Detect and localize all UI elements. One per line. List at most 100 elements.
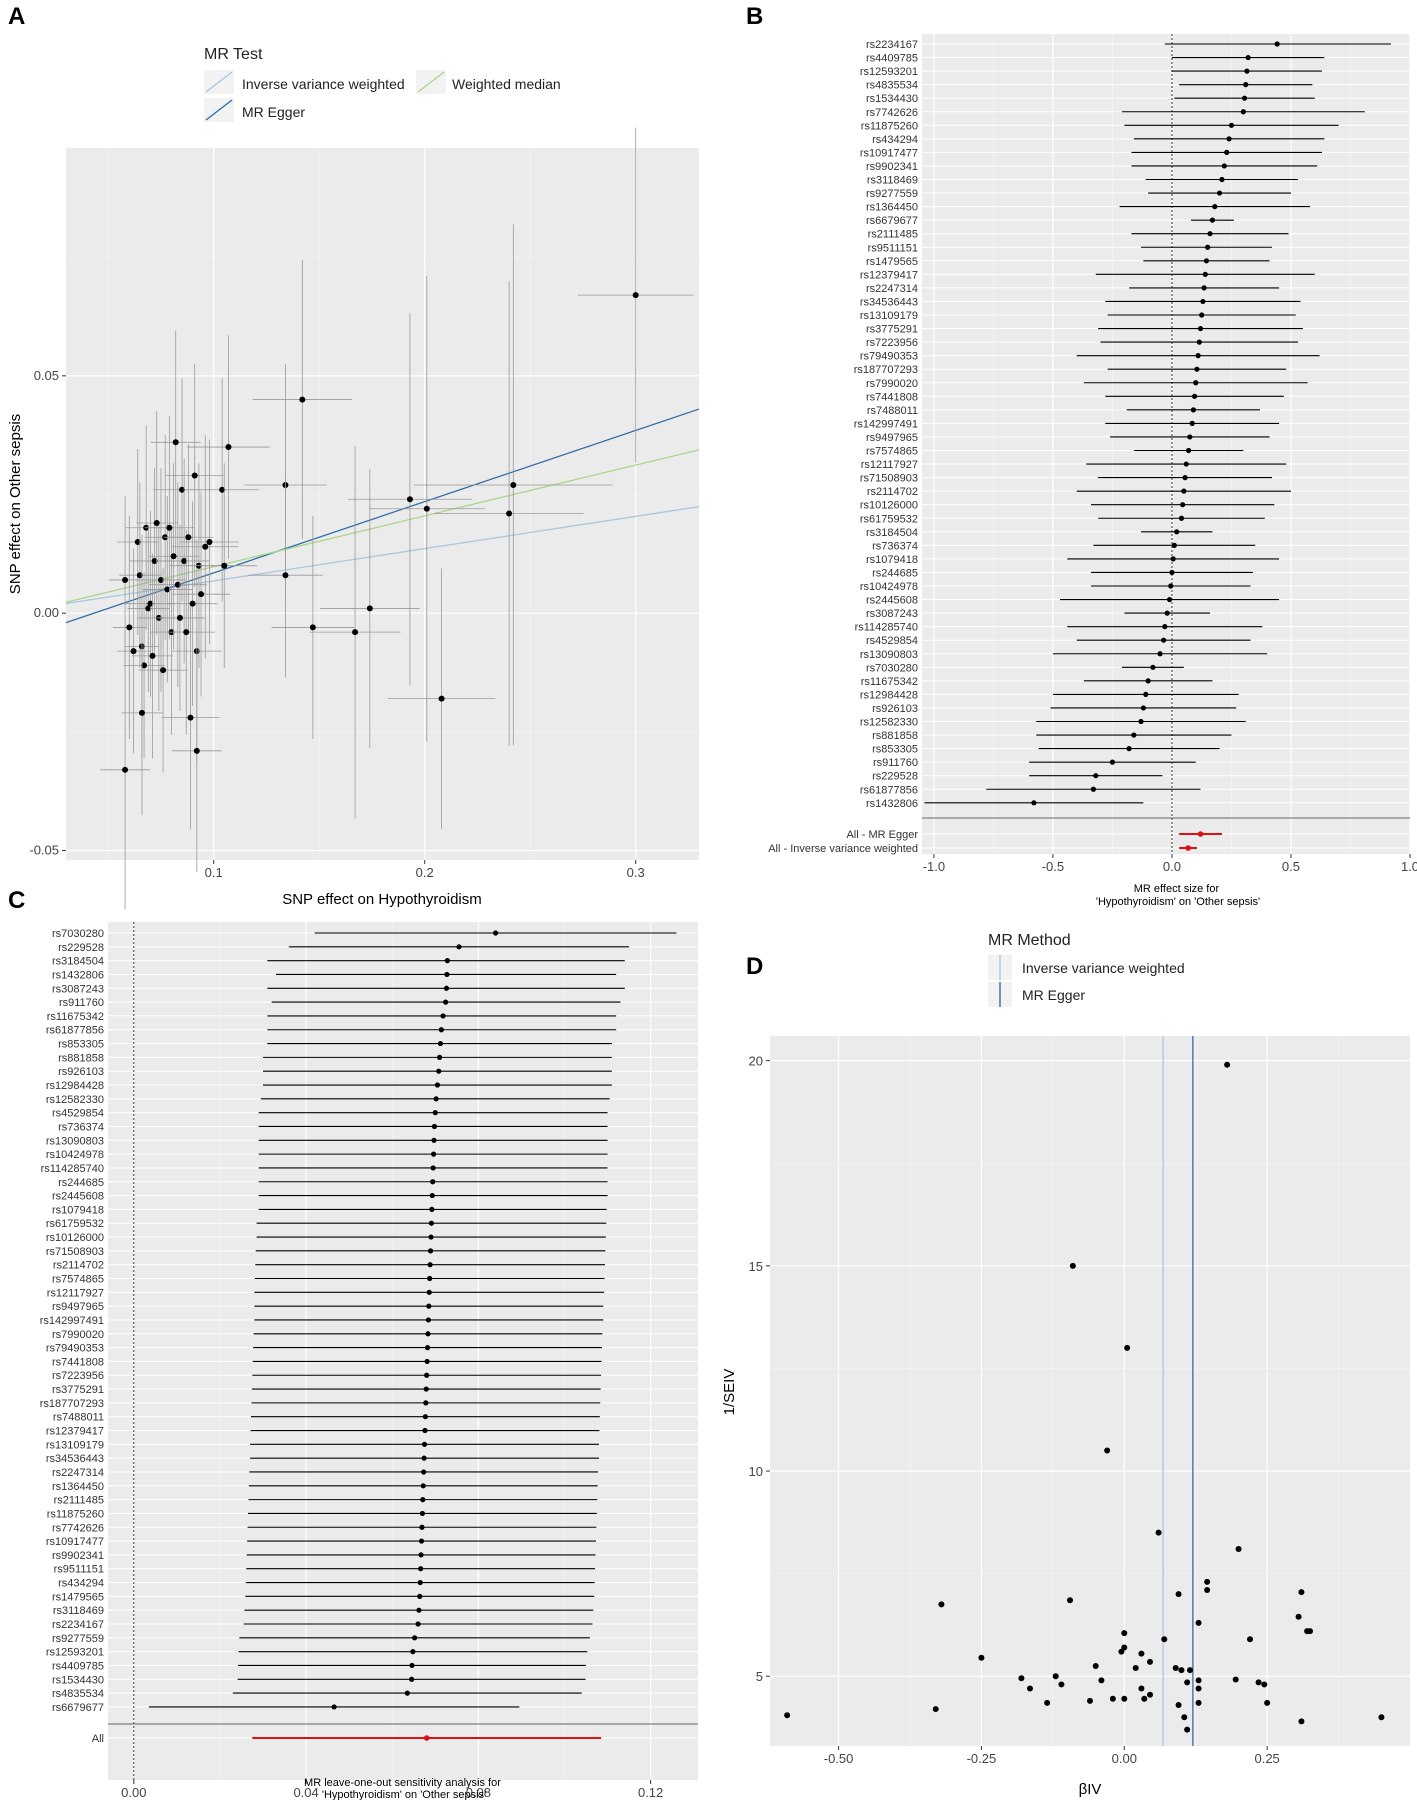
panel-c-x-axis-title-line: 'Hypothyroidism' on 'Other sepsis': [322, 1789, 486, 1800]
snp-label: rs3184504: [866, 527, 918, 539]
data-point: [1141, 1695, 1148, 1702]
data-point: [1195, 1685, 1202, 1692]
data-point: [309, 624, 316, 631]
data-point: [1147, 1658, 1153, 1665]
data-point: [193, 747, 200, 754]
data-point: [187, 714, 194, 721]
estimate-point: [418, 1566, 424, 1572]
snp-label: rs1534430: [52, 1674, 104, 1686]
data-point: [510, 482, 517, 489]
snp-label: rs9902341: [52, 1550, 104, 1562]
estimate-point: [1216, 190, 1223, 196]
estimate-point: [1131, 732, 1137, 738]
snp-label: rs2234167: [866, 39, 918, 51]
snp-label: rs2247314: [52, 1467, 104, 1479]
snp-label: rs61877856: [860, 784, 918, 796]
snp-label: rs12117927: [47, 1287, 104, 1299]
data-point: [784, 1712, 791, 1719]
data-point: [506, 510, 513, 517]
snp-label: rs7574865: [52, 1274, 104, 1286]
estimate-point: [1224, 149, 1230, 155]
panel-d-funnel: -0.50 -0.25 0.00 0.25 5 10 15 20 βIV 1/SEIV MR …: [721, 932, 1410, 1798]
estimate-point: [434, 1082, 441, 1088]
panel-a-scatter: 0.1 0.2 0.3 -0.05 0.00 0.05 SNP effect on Hyp…: [7, 46, 700, 910]
data-point: [1264, 1699, 1271, 1706]
data-point: [978, 1654, 985, 1661]
snp-label: rs71508903: [46, 1246, 104, 1258]
estimate-point: [424, 1345, 431, 1351]
data-point: [174, 581, 181, 588]
data-point: [1195, 1699, 1202, 1706]
estimate-point: [417, 1579, 423, 1586]
data-point: [282, 572, 289, 579]
estimate-point: [1169, 569, 1175, 576]
estimate-point: [424, 1372, 430, 1378]
panel-a-x-axis-title: SNP effect on Hypothyroidism: [282, 891, 482, 908]
snp-label: rs2247314: [866, 283, 918, 295]
data-point: [1255, 1679, 1262, 1686]
snp-label: rs61877856: [46, 1025, 104, 1037]
estimate-point: [1241, 95, 1248, 101]
summary-estimate-point: [1197, 831, 1204, 837]
data-point: [352, 629, 359, 636]
snp-label: rs9497965: [52, 1301, 104, 1313]
snp-label: rs9902341: [866, 161, 918, 173]
estimate-point: [1093, 773, 1099, 779]
snp-label: rs11675342: [861, 676, 918, 688]
data-point: [185, 534, 192, 541]
estimate-point: [1197, 325, 1204, 332]
snp-label: rs12593201: [860, 66, 918, 78]
estimate-point: [421, 1441, 428, 1447]
estimate-point: [425, 1331, 431, 1337]
data-point: [141, 662, 148, 669]
snp-label: rs3184504: [52, 956, 104, 968]
snp-label: rs3775291: [52, 1384, 104, 1396]
x-tick-label: 0.00: [1112, 1751, 1137, 1766]
data-point: [1178, 1667, 1185, 1674]
panel-d-legend-ivw: Inverse variance weighted: [1022, 960, 1185, 976]
snp-label: rs3118469: [53, 1605, 104, 1617]
data-point: [1124, 1344, 1131, 1351]
estimate-point: [1031, 800, 1037, 806]
panel-d-grid: [770, 1036, 1410, 1746]
data-point: [202, 543, 209, 550]
snp-label: rs1432806: [866, 798, 918, 810]
x-tick-label: 0.25: [1254, 1751, 1279, 1766]
snp-label: rs13109179: [46, 1439, 104, 1451]
snp-label: rs10424978: [860, 581, 918, 593]
estimate-point: [492, 930, 499, 936]
panel-a-ticks: 0.1 0.2 0.3 -0.05 0.00 0.05: [29, 368, 644, 880]
data-point: [198, 591, 205, 598]
estimate-point: [426, 1289, 432, 1295]
estimate-point: [1240, 109, 1246, 115]
estimate-point: [430, 1151, 437, 1157]
data-point: [219, 486, 226, 493]
snp-label: rs11875260: [861, 120, 918, 132]
snp-label: rs13090803: [860, 649, 918, 661]
estimate-point: [1171, 542, 1177, 548]
estimate-point: [1181, 488, 1187, 494]
snp-label: rs12117927: [861, 459, 918, 471]
snp-label: rs244685: [872, 567, 918, 579]
data-point: [130, 648, 137, 655]
data-point: [145, 605, 152, 612]
snp-label: rs114285740: [41, 1163, 104, 1175]
estimate-point: [1228, 122, 1235, 128]
data-point: [1181, 1714, 1188, 1721]
snp-label: rs9511151: [868, 242, 918, 254]
estimate-point: [444, 971, 450, 978]
snp-label: rs12379417: [860, 269, 918, 281]
panel-c-x-axis-title-line: MR leave-one-out sensitivity analysis fo…: [304, 1777, 501, 1789]
x-tick-label: -0.25: [967, 1751, 997, 1766]
snp-label: rs187707293: [854, 364, 918, 376]
estimate-point: [1109, 759, 1116, 765]
estimate-point: [418, 1538, 425, 1544]
estimate-point: [1178, 515, 1185, 521]
y-tick-label: 15: [749, 1259, 763, 1274]
snp-label: rs244685: [58, 1177, 104, 1189]
data-point: [1187, 1667, 1193, 1674]
panel-a-y-axis-title: SNP effect on Other sepsis: [7, 414, 24, 594]
data-point: [938, 1601, 945, 1608]
data-point: [183, 629, 190, 636]
